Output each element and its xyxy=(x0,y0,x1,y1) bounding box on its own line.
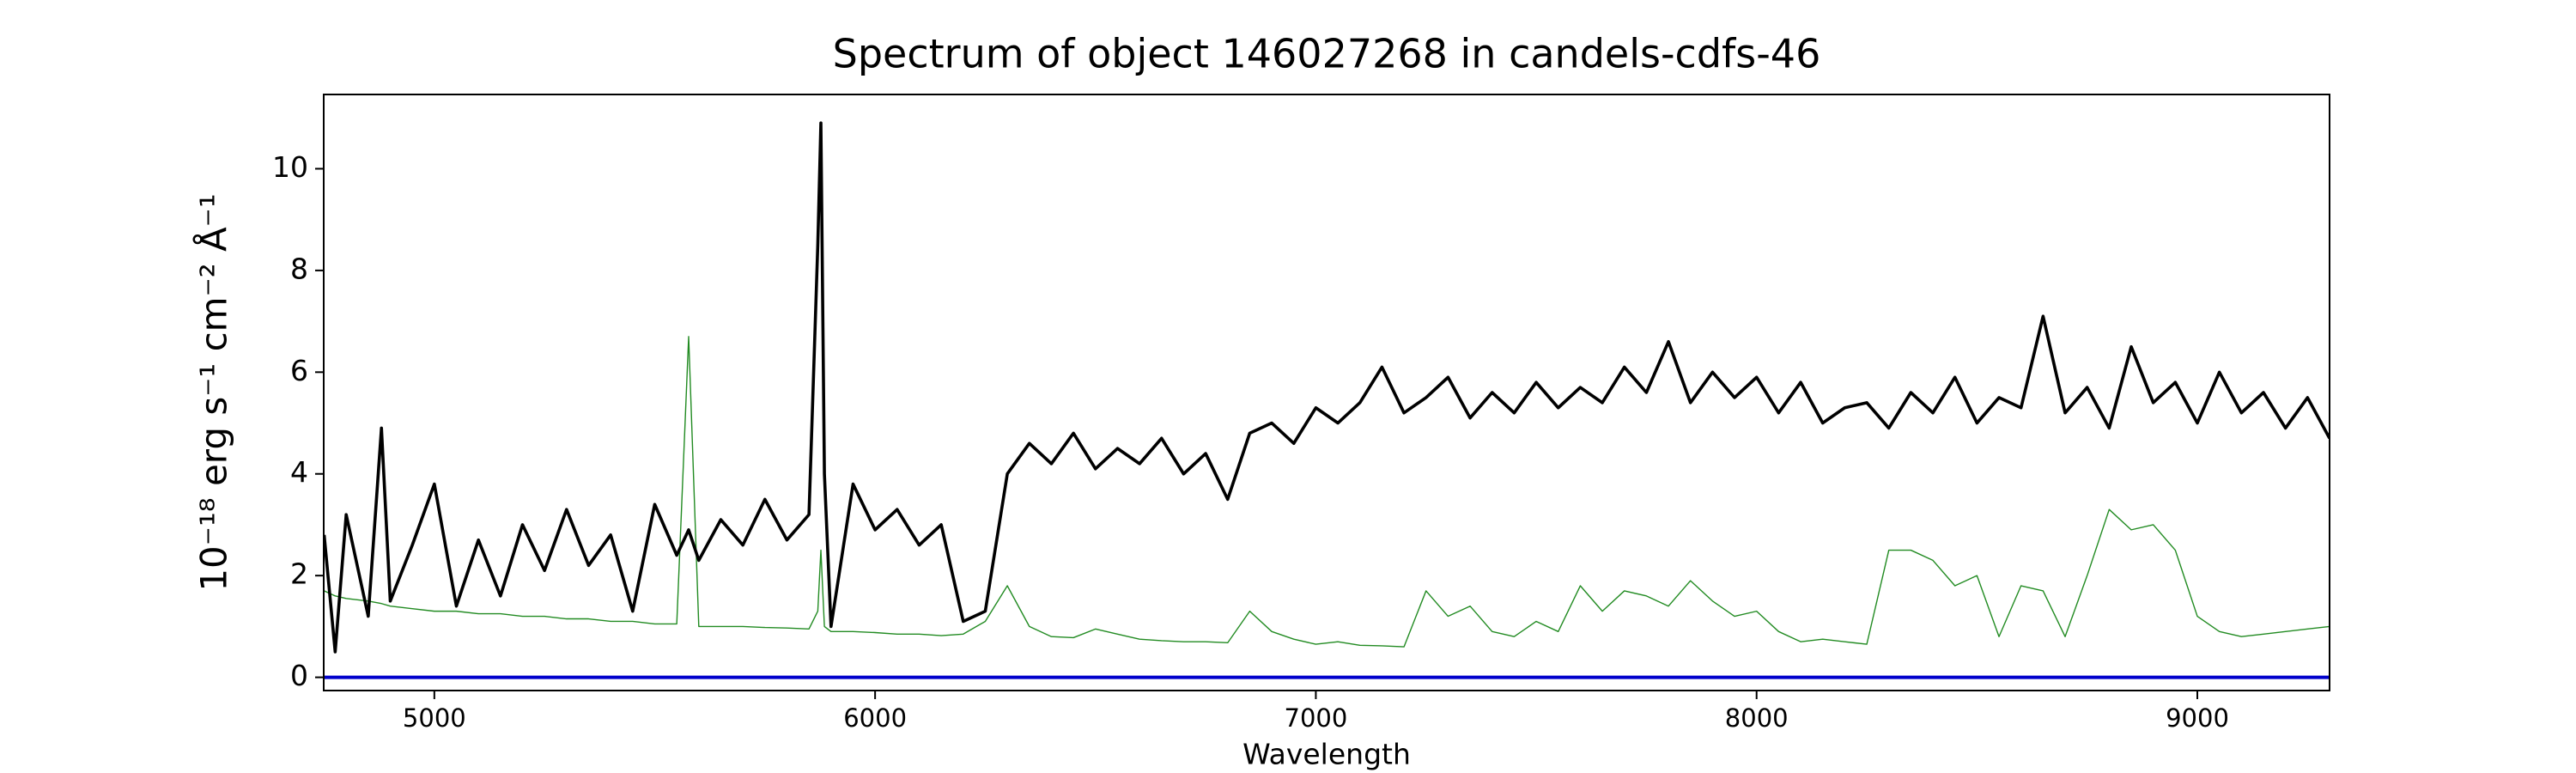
y-tick-label: 0 xyxy=(290,659,308,692)
x-axis-label: Wavelength xyxy=(1242,738,1411,771)
x-tick-label: 6000 xyxy=(843,703,907,733)
spectrum-line xyxy=(324,121,2330,654)
chart-title: Spectrum of object 146027268 in candels-… xyxy=(833,31,1821,77)
y-tick-label: 10 xyxy=(272,150,308,184)
spectrum-line xyxy=(324,336,2330,648)
y-axis-label: 10⁻¹⁸ erg s⁻¹ cm⁻² Å⁻¹ xyxy=(192,193,235,591)
y-tick-label: 2 xyxy=(290,557,308,591)
x-tick-label: 5000 xyxy=(403,703,466,733)
y-tick-label: 8 xyxy=(290,252,308,285)
x-tick-label: 8000 xyxy=(1725,703,1789,733)
plot-frame xyxy=(323,94,2330,691)
y-tick-label: 6 xyxy=(290,354,308,387)
y-tick-label: 4 xyxy=(290,455,308,489)
x-tick-label: 7000 xyxy=(1285,703,1348,733)
x-tick-label: 9000 xyxy=(2166,703,2229,733)
